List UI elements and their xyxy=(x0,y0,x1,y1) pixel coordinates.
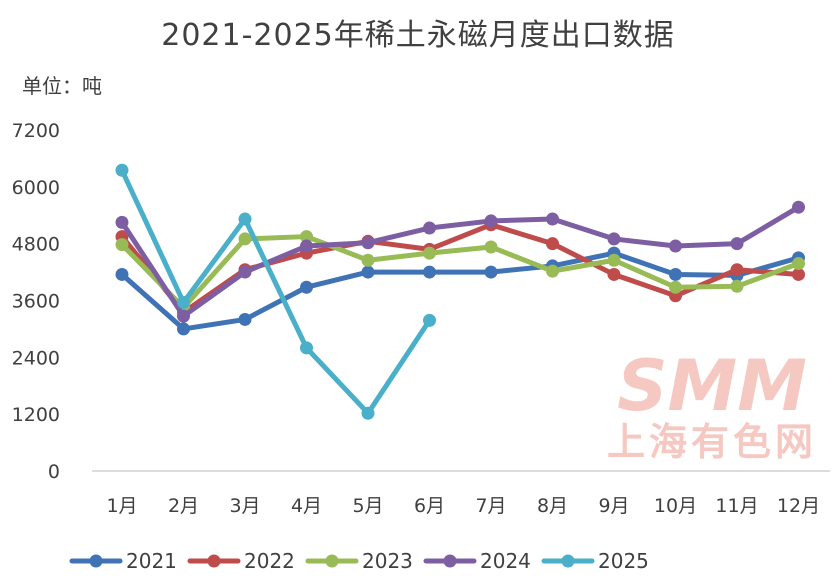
x-tick-label: 9月 xyxy=(598,495,629,517)
series-line xyxy=(119,250,801,332)
data-point xyxy=(177,295,190,309)
data-point xyxy=(423,221,436,235)
legend-label: 2024 xyxy=(480,549,531,573)
watermark-smm-logo: SMM xyxy=(617,345,807,427)
legend-item-2024: 2024 xyxy=(423,549,531,573)
data-point xyxy=(607,232,621,246)
plot-area xyxy=(115,163,805,420)
data-point xyxy=(238,312,252,326)
legend: 2021 2022 2023 2024 2025 xyxy=(69,549,649,573)
y-tick-label: 1200 xyxy=(12,404,60,426)
y-tick-label: 7200 xyxy=(12,120,60,142)
x-tick-label: 7月 xyxy=(475,495,506,517)
data-point xyxy=(361,236,375,250)
data-point xyxy=(546,212,559,226)
data-point xyxy=(115,215,129,229)
legend-item-2025: 2025 xyxy=(541,549,649,573)
legend-item-2022: 2022 xyxy=(187,549,295,573)
y-tick-label: 6000 xyxy=(12,177,60,199)
data-point xyxy=(730,237,744,251)
x-tick-label: 8月 xyxy=(537,495,568,517)
watermark: SMM 上海有色网 xyxy=(607,345,817,464)
data-point xyxy=(177,322,190,336)
y-tick-label: 4800 xyxy=(12,234,60,256)
data-point xyxy=(730,263,744,277)
watermark-shanghai-metals: 上海有色网 xyxy=(607,420,817,464)
legend-item-2023: 2023 xyxy=(305,549,413,573)
data-point xyxy=(361,406,375,420)
x-tick-label: 10月 xyxy=(654,495,697,517)
legend-swatch-marker xyxy=(207,554,221,568)
x-tick-label: 1月 xyxy=(106,495,137,517)
x-tick-label: 6月 xyxy=(414,495,445,517)
y-tick-label: 2400 xyxy=(12,347,60,369)
data-point xyxy=(484,240,498,254)
series-line xyxy=(119,167,432,416)
legend-item-2021: 2021 xyxy=(69,549,177,573)
data-point xyxy=(792,267,805,281)
data-point xyxy=(177,309,190,323)
data-point xyxy=(115,238,129,252)
series-line xyxy=(119,222,801,315)
y-tick-label: 3600 xyxy=(12,291,60,313)
x-tick-label: 2月 xyxy=(168,495,199,517)
data-point xyxy=(423,313,436,327)
data-point xyxy=(300,230,313,244)
series-2023 xyxy=(115,230,805,315)
y-tick-label: 0 xyxy=(48,461,60,483)
x-axis: 1月 2月 3月 4月 5月 6月 7月 8月 9月 10月 11月 12月 xyxy=(106,495,820,517)
data-point xyxy=(792,257,805,271)
data-point xyxy=(361,265,375,279)
data-point xyxy=(730,279,744,293)
x-tick-label: 11月 xyxy=(715,495,758,517)
data-point xyxy=(300,280,313,294)
data-point xyxy=(607,253,621,267)
legend-label: 2021 xyxy=(126,549,177,573)
data-point xyxy=(792,200,805,214)
legend-swatch-marker xyxy=(325,554,339,568)
legend-swatch-marker xyxy=(443,554,457,568)
x-tick-label: 4月 xyxy=(291,495,322,517)
data-point xyxy=(238,212,252,226)
y-axis: 0 1200 2400 3600 4800 6000 7200 xyxy=(12,120,60,483)
legend-swatch-marker xyxy=(89,554,103,568)
x-tick-label: 12月 xyxy=(777,495,820,517)
data-point xyxy=(669,280,682,294)
data-point xyxy=(238,232,252,246)
data-point xyxy=(484,214,498,228)
series-line xyxy=(119,234,801,311)
data-point xyxy=(546,237,559,251)
data-point xyxy=(423,265,436,279)
data-point xyxy=(484,265,498,279)
series-2024 xyxy=(115,200,805,323)
series-line xyxy=(119,204,801,319)
data-point xyxy=(423,246,436,260)
legend-label: 2023 xyxy=(362,549,413,573)
data-point xyxy=(361,253,375,267)
unit-label: 单位：吨 xyxy=(22,74,102,98)
data-point xyxy=(115,163,129,177)
data-point xyxy=(115,267,129,281)
data-point xyxy=(607,267,621,281)
data-point xyxy=(300,239,313,253)
legend-swatch-marker xyxy=(561,554,575,568)
x-tick-label: 3月 xyxy=(229,495,260,517)
series-2025 xyxy=(115,163,436,420)
chart-title: 2021-2025年稀土永磁月度出口数据 xyxy=(161,18,675,53)
data-point xyxy=(669,267,682,281)
x-tick-label: 5月 xyxy=(352,495,383,517)
data-point xyxy=(669,239,682,253)
legend-label: 2025 xyxy=(598,549,649,573)
data-point xyxy=(238,265,252,279)
legend-label: 2022 xyxy=(244,549,295,573)
data-point xyxy=(546,264,559,278)
data-point xyxy=(300,341,313,355)
